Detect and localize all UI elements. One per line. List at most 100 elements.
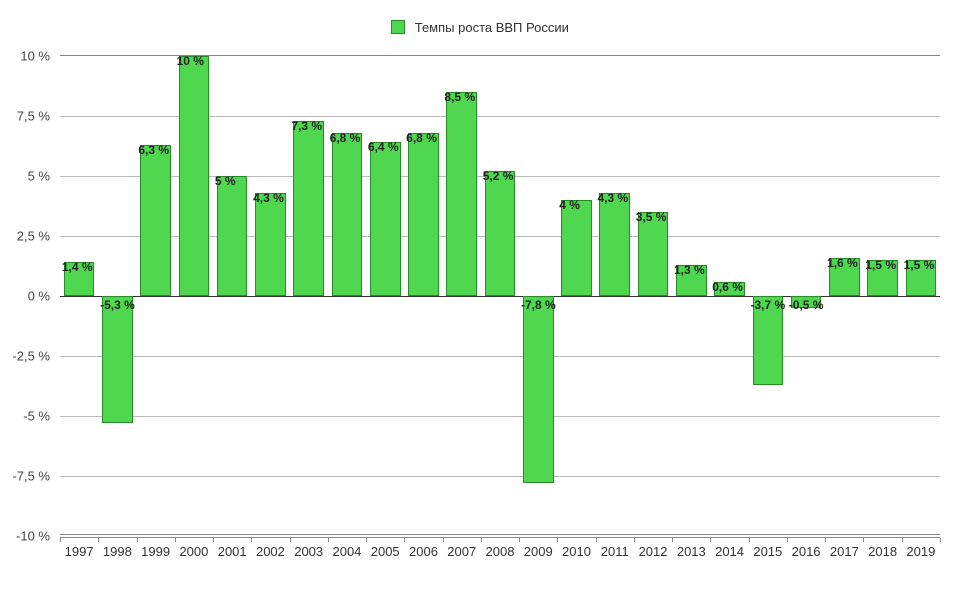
x-axis-label: 2000 bbox=[179, 544, 208, 559]
bar-value-label: 3,5 % bbox=[636, 210, 667, 224]
x-tick bbox=[710, 538, 711, 542]
bar-value-label: -7,8 % bbox=[521, 298, 556, 312]
bar bbox=[255, 193, 286, 296]
bar bbox=[332, 133, 363, 296]
bar-value-label: 6,4 % bbox=[368, 140, 399, 154]
x-axis-label: 1997 bbox=[65, 544, 94, 559]
bar-value-label: 1,6 % bbox=[827, 256, 858, 270]
bar bbox=[446, 92, 477, 296]
bar bbox=[638, 212, 669, 296]
x-axis-label: 2002 bbox=[256, 544, 285, 559]
bar-value-label: 6,8 % bbox=[330, 131, 361, 145]
x-tick bbox=[557, 538, 558, 542]
x-tick bbox=[60, 538, 61, 542]
x-axis-label: 2014 bbox=[715, 544, 744, 559]
x-tick bbox=[825, 538, 826, 542]
y-axis-label: 0 % bbox=[28, 289, 50, 304]
x-axis-label: 2018 bbox=[868, 544, 897, 559]
x-tick bbox=[137, 538, 138, 542]
y-axis-label: 7,5 % bbox=[17, 109, 50, 124]
x-axis-label: 1999 bbox=[141, 544, 170, 559]
gridline bbox=[60, 476, 940, 477]
bar-value-label: 8,5 % bbox=[444, 90, 475, 104]
x-axis-label: 2016 bbox=[792, 544, 821, 559]
x-axis-label: 2006 bbox=[409, 544, 438, 559]
y-axis-label: -2,5 % bbox=[12, 349, 50, 364]
x-axis-label: 2007 bbox=[447, 544, 476, 559]
bar bbox=[599, 193, 630, 296]
bar bbox=[485, 171, 516, 296]
bar-value-label: 4,3 % bbox=[597, 191, 628, 205]
x-tick bbox=[634, 538, 635, 542]
bar bbox=[179, 56, 210, 296]
y-axis-label: 2,5 % bbox=[17, 229, 50, 244]
bar-value-label: 6,8 % bbox=[406, 131, 437, 145]
bar-value-label: 1,3 % bbox=[674, 263, 705, 277]
bar-value-label: -0,5 % bbox=[789, 298, 824, 312]
bar bbox=[561, 200, 592, 296]
x-tick bbox=[672, 538, 673, 542]
x-axis-label: 2005 bbox=[371, 544, 400, 559]
x-tick bbox=[328, 538, 329, 542]
x-axis-label: 2003 bbox=[294, 544, 323, 559]
x-tick bbox=[290, 538, 291, 542]
x-tick bbox=[863, 538, 864, 542]
x-tick bbox=[519, 538, 520, 542]
x-tick bbox=[213, 538, 214, 542]
bar-value-label: 5 % bbox=[215, 174, 236, 188]
x-axis-label: 2013 bbox=[677, 544, 706, 559]
chart-legend: Темпы роста ВВП России bbox=[0, 20, 960, 35]
x-axis-label: 2015 bbox=[753, 544, 782, 559]
bar-value-label: 1,5 % bbox=[904, 258, 935, 272]
x-axis-label: 2009 bbox=[524, 544, 553, 559]
x-axis-label: 2010 bbox=[562, 544, 591, 559]
x-axis-label: 2008 bbox=[486, 544, 515, 559]
x-tick bbox=[443, 538, 444, 542]
plot-area: -10 %-7,5 %-5 %-2,5 %0 %2,5 %5 %7,5 %10 … bbox=[60, 55, 940, 535]
x-axis-label: 2012 bbox=[639, 544, 668, 559]
y-axis-label: -7,5 % bbox=[12, 469, 50, 484]
x-axis-label: 1998 bbox=[103, 544, 132, 559]
x-axis-label: 2017 bbox=[830, 544, 859, 559]
bar bbox=[370, 142, 401, 296]
y-axis-label: -10 % bbox=[16, 529, 50, 544]
bar bbox=[102, 296, 133, 423]
bar bbox=[523, 296, 554, 483]
bar-value-label: -3,7 % bbox=[751, 298, 786, 312]
gridline bbox=[60, 356, 940, 357]
x-tick bbox=[366, 538, 367, 542]
bar-value-label: -5,3 % bbox=[100, 298, 135, 312]
bar bbox=[217, 176, 248, 296]
bar bbox=[140, 145, 171, 296]
x-tick bbox=[749, 538, 750, 542]
bar-value-label: 1,4 % bbox=[62, 260, 93, 274]
x-tick bbox=[251, 538, 252, 542]
x-axis-label: 2001 bbox=[218, 544, 247, 559]
x-tick bbox=[404, 538, 405, 542]
gridline bbox=[60, 416, 940, 417]
x-tick bbox=[596, 538, 597, 542]
x-tick bbox=[940, 538, 941, 542]
bar-value-label: 1,5 % bbox=[865, 258, 896, 272]
bar-chart: -10 %-7,5 %-5 %-2,5 %0 %2,5 %5 %7,5 %10 … bbox=[60, 55, 940, 565]
bar bbox=[293, 121, 324, 296]
bar bbox=[408, 133, 439, 296]
x-tick bbox=[787, 538, 788, 542]
bar-value-label: 4,3 % bbox=[253, 191, 284, 205]
x-tick bbox=[175, 538, 176, 542]
bar-value-label: 6,3 % bbox=[138, 143, 169, 157]
x-axis-label: 2011 bbox=[601, 544, 629, 559]
y-axis-label: 10 % bbox=[20, 49, 50, 64]
x-axis: 1997 1998 1999 2000 2001 2002 2003 2004 2005 2006… bbox=[60, 537, 940, 563]
x-tick bbox=[902, 538, 903, 542]
x-axis-label: 2004 bbox=[332, 544, 361, 559]
legend-label: Темпы роста ВВП России bbox=[415, 20, 569, 35]
bar-value-label: 10 % bbox=[177, 54, 204, 68]
bar-value-label: 4 % bbox=[559, 198, 580, 212]
bar-value-label: 5,2 % bbox=[483, 169, 514, 183]
bar-value-label: 0,6 % bbox=[712, 280, 743, 294]
legend-swatch bbox=[391, 20, 405, 34]
y-axis-label: 5 % bbox=[28, 169, 50, 184]
bar-value-label: 7,3 % bbox=[291, 119, 322, 133]
y-axis-label: -5 % bbox=[23, 409, 50, 424]
